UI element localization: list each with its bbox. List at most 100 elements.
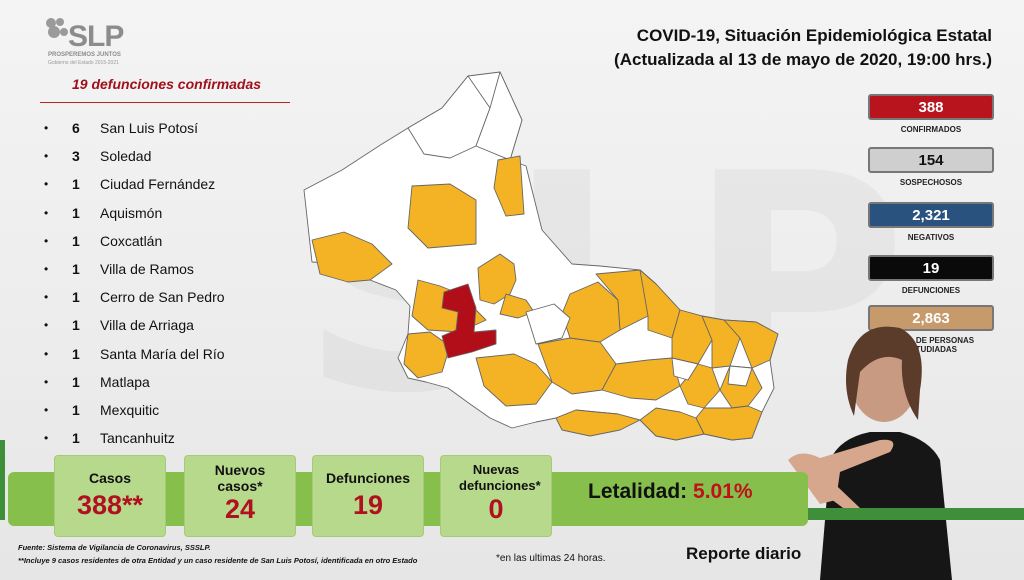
new-deaths-label: Nuevas defunciones* xyxy=(459,462,541,493)
bullet-icon: • xyxy=(44,177,49,192)
cases-value: 388** xyxy=(76,490,144,520)
deaths-card: Defunciones 19 xyxy=(312,455,424,537)
stat-label: CONFIRMADOS xyxy=(900,125,962,134)
stat-value: 154 xyxy=(868,147,994,173)
death-count: 1 xyxy=(72,401,80,418)
bullet-icon: • xyxy=(44,233,49,248)
death-count: 1 xyxy=(72,373,80,390)
municipality-name: Ciudad Fernández xyxy=(100,176,216,193)
region-huasteca-4 xyxy=(695,405,763,441)
stat-label: TOTAL DE PERSONAS ESTUDIADAS xyxy=(887,336,975,354)
municipality-name: Coxcatlán xyxy=(100,232,163,249)
slp-logo: SLP PROSPEREMOS JUNTOS Gobierno del Esta… xyxy=(42,10,142,70)
lethality-value: 5.01% xyxy=(693,480,753,503)
municipality-name: Villa de Ramos xyxy=(100,261,194,278)
logo-subtitle: Gobierno del Estado 2015-2021 xyxy=(48,60,119,66)
municipality-name: Mexquitic xyxy=(100,401,160,418)
municipality-name: Tancanhuitz xyxy=(100,430,175,447)
region-huasteca-1 xyxy=(601,357,681,401)
region-south-west xyxy=(555,409,641,437)
death-count: 3 xyxy=(72,148,80,165)
bullet-icon: • xyxy=(44,121,49,136)
new-deaths-card: Nuevas defunciones* 0 xyxy=(440,455,552,537)
bullet-icon: • xyxy=(44,318,49,333)
death-count: 1 xyxy=(72,232,80,249)
region-cerro xyxy=(499,293,535,319)
divider xyxy=(40,102,290,103)
cases-label: Casos xyxy=(88,470,132,486)
region-salinas xyxy=(407,183,477,249)
municipality-name: Villa de Arriaga xyxy=(100,317,194,334)
deaths-list-item: • 1 Cerro de San Pedro xyxy=(44,283,225,311)
bullet-icon: • xyxy=(44,262,49,277)
region-villa-de-ramos xyxy=(311,231,393,283)
municipality-name: Aquismón xyxy=(100,204,163,221)
region-ciudad-fernandez xyxy=(493,155,525,217)
region-santa-maria xyxy=(475,353,553,407)
death-count: 1 xyxy=(72,317,80,334)
footer-note-1: *en las ultimas 24 horas. xyxy=(496,553,606,564)
footer-source: Fuente: Sistema de Vigilancia de Coronav… xyxy=(18,543,211,552)
new-deaths-value: 0 xyxy=(488,494,504,524)
deaths-list-item: • 1 Coxcatlán xyxy=(44,227,225,255)
bullet-icon: • xyxy=(44,149,49,164)
stat-label: SOSPECHOSOS xyxy=(899,178,963,187)
footer-note-2: **Incluye 9 casos residentes de otra Ent… xyxy=(18,556,418,565)
death-count: 1 xyxy=(72,176,80,193)
bullet-icon: • xyxy=(44,346,49,361)
deaths-list-item: • 6 San Luis Potosí xyxy=(44,114,225,142)
deaths-list-item: • 1 Ciudad Fernández xyxy=(44,170,225,198)
region-villa-de-arriaga xyxy=(403,331,451,379)
logo-tagline: PROSPEREMOS JUNTOS xyxy=(48,52,121,58)
deaths-label: Defunciones xyxy=(325,470,410,486)
stat-value: 2,321 xyxy=(868,202,994,228)
new-cases-value: 24 xyxy=(224,494,256,524)
region-san-luis-potosi xyxy=(441,283,497,359)
municipality-name: Santa María del Río xyxy=(100,345,225,362)
stat-defunciones: 19 DEFUNCIONES xyxy=(868,255,994,295)
stat-total: 2,863 TOTAL DE PERSONAS ESTUDIADAS xyxy=(868,305,994,354)
stat-label: NEGATIVOS xyxy=(907,233,955,242)
deaths-list-item: • 1 Tancanhuitz xyxy=(44,424,225,452)
deaths-list-title: 19 defunciones confirmadas xyxy=(72,76,262,92)
municipality-name: Cerro de San Pedro xyxy=(100,289,225,306)
deaths-list-item: • 1 Aquismón xyxy=(44,199,225,227)
bullet-icon: • xyxy=(44,402,49,417)
lethality-label: Letalidad: xyxy=(588,480,688,503)
page-title: COVID-19, Situación Epidemiológica Estat… xyxy=(614,24,992,72)
stat-value: 19 xyxy=(868,255,994,281)
bullet-icon: • xyxy=(44,374,49,389)
municipality-name: Soledad xyxy=(100,148,152,165)
municipality-name: Matlapa xyxy=(100,373,150,390)
stat-value: 2,863 xyxy=(868,305,994,331)
deaths-list-item: • 1 Mexquitic xyxy=(44,396,225,424)
municipality-name: San Luis Potosí xyxy=(100,120,199,137)
lethality: Letalidad: 5.01% xyxy=(588,480,753,504)
stat-sospechosos: 154 SOSPECHOSOS xyxy=(868,147,994,187)
stat-negativos: 2,321 NEGATIVOS xyxy=(868,202,994,242)
deaths-value: 19 xyxy=(352,490,384,520)
left-accent-bar xyxy=(0,440,5,520)
stat-label: DEFUNCIONES xyxy=(901,286,961,295)
deaths-list-item: • 1 Villa de Arriaga xyxy=(44,311,225,339)
title-main: COVID-19, Situación Epidemiológica Estat… xyxy=(636,26,992,45)
title-updated: (Actualizada al 13 de mayo de 2020, 19:0… xyxy=(614,50,992,69)
deaths-list-item: • 1 Villa de Ramos xyxy=(44,255,225,283)
death-count: 1 xyxy=(72,261,80,278)
death-count: 1 xyxy=(72,345,80,362)
logo-mark-icon xyxy=(46,18,68,38)
new-cases-card: Nuevos casos* 24 xyxy=(184,455,296,537)
death-count: 1 xyxy=(72,204,80,221)
bullet-icon: • xyxy=(44,205,49,220)
bullet-icon: • xyxy=(44,431,49,446)
stat-confirmados: 388 CONFIRMADOS xyxy=(868,94,994,134)
cases-card: Casos 388** xyxy=(54,455,166,537)
green-band-right xyxy=(808,508,1024,520)
death-count: 6 xyxy=(72,120,80,137)
region-huasteca-5 xyxy=(639,407,705,441)
daily-report-label: Reporte diario xyxy=(686,544,802,563)
new-cases-label: Nuevos casos* xyxy=(214,462,266,494)
death-count: 1 xyxy=(72,289,80,306)
deaths-list-item: • 1 Matlapa xyxy=(44,368,225,396)
bullet-icon: • xyxy=(44,290,49,305)
